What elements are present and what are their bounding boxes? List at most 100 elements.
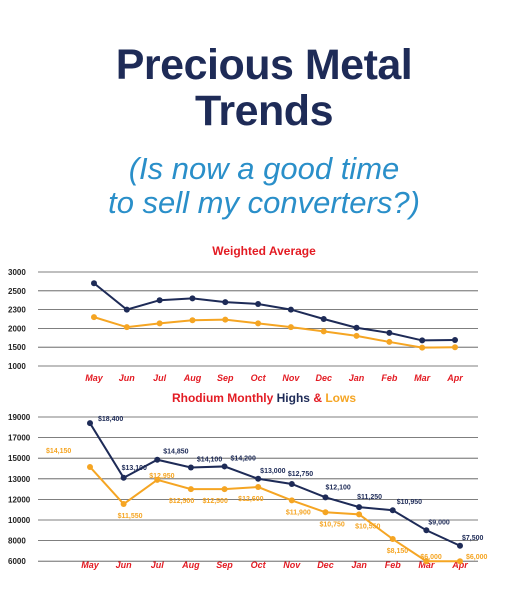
page-title-line1: Precious Metal [115,41,413,89]
chart0-series0-point [189,295,196,302]
chart1-y-tick-label: 10000 [8,516,31,525]
chart1-series0-point [457,542,463,549]
chart1-series1-data-label: $12,500 [203,498,228,505]
chart1-series1-data-label: $14,150 [46,448,71,455]
chart1-series1-point [255,484,262,491]
chart1-x-tick-label: Jun [116,560,133,570]
chart0-series1-point [320,328,327,335]
chart1-series0-data-label: $10,950 [397,499,422,506]
chart1-series0-data-label: $14,100 [197,456,222,463]
chart0-x-tick-label: Aug [183,373,202,383]
page-title-line2: Trends [195,87,334,135]
chart1-x-tick-label: Jul [151,560,165,570]
subtitle-line2: to sell my converters?) [108,185,420,220]
chart1-series1-data-label: $10,550 [355,523,380,530]
chart1-series1-point [457,558,463,565]
chart0-y-tick-label: 2300 [8,306,26,315]
chart0-series0-line [93,282,456,342]
chart0-series0-point [156,297,163,304]
chart0-series1-point [287,324,294,331]
chart0-series0-point [320,316,327,322]
chart0-x-tick-label: Apr [446,373,463,383]
chart0-x-tick-label: Jun [119,373,136,383]
chart0-y-tick-label: 2000 [8,324,26,333]
chart0-series0-point [419,337,426,344]
chart1-x-tick-label: Nov [283,560,301,570]
chart1-x-tick-label: Dec [317,560,334,570]
chart1-y-tick-label: 13000 [8,475,31,484]
chart1-series1-data-label: $11,900 [286,509,311,516]
chart0-series1-point [222,316,229,323]
chart0-series1-point [255,320,262,327]
chart1-series0-point [187,464,194,471]
chart0-y-tick-label: 2500 [8,287,26,296]
chart0-series1-point [452,344,458,351]
chart1-x-tick-label: Apr [451,560,468,570]
rhodium-title-amp: & [309,391,326,405]
chart1-series1-point [120,501,127,508]
chart1-series1-point [389,536,396,543]
chart1-y-tick-label: 12000 [8,495,31,504]
chart1-series0-point [288,480,295,487]
rhodium-title-part1: Rhodium Monthly [171,391,277,405]
chart0-series0-point [91,280,97,287]
chart1-series0-point [322,494,329,501]
chart1-series0-point [87,420,93,427]
chart0-y-tick-label: 3000 [8,268,26,277]
chart1-series0-point [221,463,228,470]
chart1-series1-data-label: $8,150 [387,548,409,555]
chart1-series1-data-label: $6,000 [420,554,442,561]
chart1-series0-point [356,504,363,511]
chart1-series1-point [187,486,194,493]
chart1-y-tick-label: 17000 [8,434,31,443]
chart0-x-tick-label: Feb [381,373,398,383]
chart1-y-tick-label: 19000 [8,413,31,422]
chart0-series0-point [287,306,294,313]
chart1-x-tick-label: May [81,560,100,570]
chart0-series0-point [255,300,262,307]
chart1-series0-data-label: $13,100 [122,465,147,472]
chart1-series1-data-label: $11,550 [118,513,143,520]
chart1-series0-point [120,474,127,481]
chart1-x-tick-label: Jan [351,560,367,570]
chart1-x-tick-label: Mar [418,560,435,570]
chart0-x-tick-label: Nov [282,373,300,383]
chart1-series0-point [423,527,430,534]
chart1-series1-point [154,476,161,483]
chart0-series1-point [353,332,360,339]
chart1-x-tick-label: Sep [216,560,233,570]
chart0-x-tick-label: Jul [153,373,167,383]
chart1-series0-data-label: $12,100 [325,484,350,491]
chart1-series1-point [87,463,93,470]
chart1-series0-line [89,422,461,547]
chart1-series1-point [288,497,295,504]
chart1-y-tick-label: 15000 [8,454,31,463]
chart1-series1-point [221,486,228,493]
chart1-x-tick-label: Aug [181,560,200,570]
chart1-series1-point [322,509,329,516]
subtitle-line1: (Is now a good time [128,151,400,186]
chart1-series0-data-label: $18,400 [98,416,123,423]
chart1-y-tick-label: 6000 [8,557,26,566]
chart1-x-tick-label: Oct [251,560,267,570]
chart0-x-tick-label: Oct [251,373,267,383]
chart0-series0-point [222,299,229,306]
chart1-series1-data-label: $12,600 [238,496,263,503]
chart0-series1-line [93,316,456,349]
chart1-series0-data-label: $13,000 [260,468,285,475]
weighted-average-chart-title: Weighted Average [212,244,316,258]
chart0-series1-point [91,314,97,321]
chart1-series1-line [89,466,460,563]
chart1-series0-data-label: $14,200 [231,455,256,462]
chart0-series0-point [353,324,360,331]
chart0-y-tick-label: 1500 [8,343,26,352]
chart0-x-tick-label: Sep [217,373,234,383]
chart1-series0-data-label: $9,000 [428,519,450,526]
chart0-series1-point [123,324,130,331]
chart1-series1-point [423,558,430,565]
chart1-y-tick-label: 8000 [8,537,26,546]
chart0-x-tick-label: Jan [349,373,365,383]
chart1-x-tick-label: Feb [385,560,402,570]
chart0-series0-point [123,306,130,313]
